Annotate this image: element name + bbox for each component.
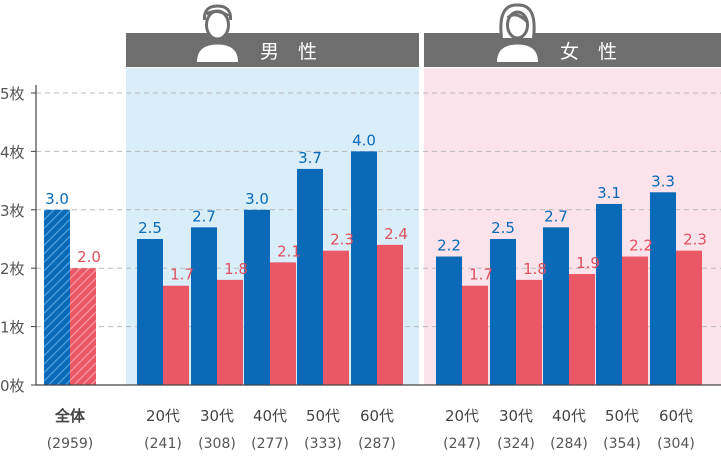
bar-secondary-male-20代 <box>163 285 189 385</box>
sample-size-label: (247) <box>443 436 481 452</box>
data-label: 1.7 <box>469 266 493 284</box>
category-label: 40代 <box>552 407 586 425</box>
bar-primary-female-40代 <box>543 227 569 385</box>
sample-size-label: (2959) <box>47 436 94 452</box>
y-tick-label: 4枚 <box>0 143 25 161</box>
bar-secondary-male-60代 <box>377 244 403 385</box>
y-tick-label: 3枚 <box>0 202 25 220</box>
data-label: 2.5 <box>138 219 162 237</box>
data-label: 2.3 <box>330 231 354 249</box>
data-label: 2.0 <box>77 248 101 266</box>
data-label: 3.7 <box>298 149 322 167</box>
icon-shoulders <box>194 41 241 63</box>
data-label: 3.1 <box>597 184 621 202</box>
bar-secondary-male-50代 <box>323 250 349 385</box>
male-person-icon <box>194 4 241 63</box>
bar-primary-male-60代 <box>351 151 377 385</box>
bar-primary-male-50代 <box>297 168 323 385</box>
bar-primary-male-20代 <box>137 239 163 385</box>
y-tick-label: 2枚 <box>0 260 25 278</box>
bar-primary-male-30代 <box>191 227 217 385</box>
labels: 男 性 女 性 3.0 2.0 全体 (2959) 2.5 1.7 20代 (241) 2.7 1.8… <box>45 41 707 452</box>
sample-size-label: (333) <box>304 436 342 452</box>
bar-primary-female-20代 <box>436 256 462 385</box>
sample-size-label: (324) <box>497 436 535 452</box>
category-label: 20代 <box>146 407 180 425</box>
bar-primary-female-50代 <box>596 203 622 385</box>
bar-secondary-female-40代 <box>569 274 595 385</box>
sample-size-label: (287) <box>358 436 396 452</box>
data-label: 1.8 <box>224 260 248 278</box>
y-axis: 0枚 1枚 2枚 3枚 4枚 5枚 <box>0 85 721 395</box>
data-label: 2.5 <box>491 219 515 237</box>
bar-secondary-female-30代 <box>516 279 542 385</box>
bar-secondary-female-50代 <box>622 256 648 385</box>
bars <box>44 151 702 385</box>
category-label: 20代 <box>445 407 479 425</box>
female-header-bar <box>424 33 721 67</box>
data-label: 4.0 <box>352 131 376 149</box>
data-label: 2.2 <box>437 237 461 255</box>
category-label: 50代 <box>306 407 340 425</box>
female-header-label: 女 性 <box>560 41 617 63</box>
sample-size-label: (277) <box>251 436 289 452</box>
sample-size-label: (354) <box>603 436 641 452</box>
bar-secondary-total-全体 <box>70 268 96 385</box>
data-label: 2.1 <box>277 242 301 260</box>
category-label: 40代 <box>253 407 287 425</box>
category-label: 30代 <box>499 407 533 425</box>
male-header-label: 男 性 <box>260 41 317 63</box>
sample-size-label: (304) <box>657 436 695 452</box>
bar-primary-female-60代 <box>650 192 676 385</box>
data-label: 2.4 <box>384 225 408 243</box>
bar-primary-total-全体 <box>44 209 70 385</box>
data-label: 1.7 <box>170 266 194 284</box>
bar-secondary-female-60代 <box>676 250 702 385</box>
male-header-bar <box>126 33 419 67</box>
y-tick-label: 1枚 <box>0 319 25 337</box>
bar-primary-male-40代 <box>244 209 270 385</box>
bar-primary-female-30代 <box>490 239 516 385</box>
data-label: 1.9 <box>576 254 600 272</box>
bar-secondary-female-20代 <box>462 285 488 385</box>
data-label: 2.3 <box>683 231 707 249</box>
category-label: 60代 <box>360 407 394 425</box>
icon-shoulders <box>494 41 541 63</box>
data-label: 1.8 <box>523 260 547 278</box>
sample-size-label: (241) <box>144 436 182 452</box>
sample-size-label: (284) <box>550 436 588 452</box>
data-label: 2.2 <box>629 237 653 255</box>
category-label: 60代 <box>659 407 693 425</box>
bar-secondary-male-30代 <box>217 279 243 385</box>
female-person-icon <box>494 3 541 63</box>
icon-hairline <box>205 9 230 18</box>
data-label: 3.3 <box>651 172 675 190</box>
category-label: 30代 <box>200 407 234 425</box>
data-label: 3.0 <box>45 190 69 208</box>
data-label: 2.7 <box>544 207 568 225</box>
data-label: 3.0 <box>245 190 269 208</box>
bar-secondary-male-40代 <box>270 262 296 385</box>
y-tick-label: 5枚 <box>0 85 25 103</box>
y-tick-label: 0枚 <box>0 377 25 395</box>
sample-size-label: (308) <box>198 436 236 452</box>
data-label: 2.7 <box>192 207 216 225</box>
category-label: 全体 <box>54 407 86 425</box>
category-label: 50代 <box>605 407 639 425</box>
icon-bangs <box>506 13 529 24</box>
